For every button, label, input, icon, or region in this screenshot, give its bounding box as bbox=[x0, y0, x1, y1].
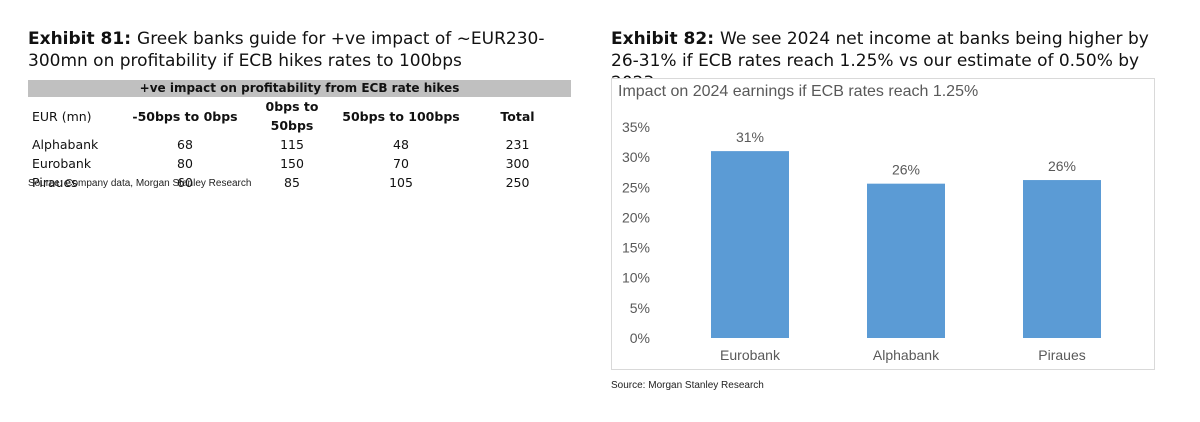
table-cell-bank: Alphabank bbox=[32, 137, 99, 152]
table-cell-total: 300 bbox=[505, 156, 530, 171]
table-cell: 70 bbox=[393, 156, 409, 171]
impact-table: EUR (mn) -50bps to 0bps 0bps to 50bps 50… bbox=[28, 97, 571, 192]
exhibit-81-title: Exhibit 81: Greek banks guide for +ve imp… bbox=[28, 28, 588, 72]
x-category-label: Eurobank bbox=[720, 347, 781, 363]
impact-table-container: +ve impact on profitability from ECB rat… bbox=[28, 80, 571, 192]
table-band-header: +ve impact on profitability from ECB rat… bbox=[28, 80, 571, 97]
table-cell-total: 231 bbox=[505, 137, 530, 152]
x-category-label: Piraues bbox=[1038, 347, 1085, 363]
bar-data-label: 26% bbox=[1048, 158, 1076, 174]
y-tick-label: 5% bbox=[630, 300, 650, 316]
y-tick-label: 35% bbox=[622, 119, 650, 135]
exhibit-81-label: Exhibit 81: bbox=[28, 29, 132, 49]
y-tick-label: 25% bbox=[622, 179, 650, 195]
table-cell: 60 bbox=[177, 175, 193, 190]
y-tick-label: 0% bbox=[630, 330, 650, 346]
exhibit-82-source: Source: Morgan Stanley Research bbox=[611, 380, 764, 391]
table-cell: 105 bbox=[389, 175, 413, 190]
table-cell: 48 bbox=[393, 137, 409, 152]
table-cell-bank: Piraues bbox=[32, 175, 78, 190]
exhibit-81-text: Greek banks guide for +ve impact of ~EUR… bbox=[28, 29, 545, 71]
bar-data-label: 26% bbox=[892, 162, 920, 178]
bar-chart-svg: 0% 5% 10% 15% 20% 25% 30% 35% 31% Eurobank 26% Alph… bbox=[622, 119, 1101, 363]
table-cell: 80 bbox=[177, 156, 193, 171]
exhibit-81-source: Source: Company data, Morgan Stanley Res… bbox=[28, 178, 252, 189]
exhibit-82-label: Exhibit 82: bbox=[611, 29, 715, 49]
y-tick-label: 10% bbox=[622, 270, 650, 286]
table-cell-bank: Eurobank bbox=[32, 156, 92, 171]
table-cell: 150 bbox=[280, 156, 304, 171]
table-cell: 68 bbox=[177, 137, 193, 152]
table-row: Eurobank 80 150 70 300 bbox=[28, 154, 571, 173]
table-row: Alphabank 68 115 48 231 bbox=[28, 135, 571, 154]
bar-alphabank bbox=[867, 183, 945, 338]
table-row: Piraues 60 85 105 250 bbox=[28, 173, 571, 192]
table-header-neg50-0: -50bps to 0bps bbox=[132, 108, 238, 124]
table-header-0-50: 0bps to 50bps bbox=[265, 99, 319, 133]
table-header-unit: EUR (mn) bbox=[32, 108, 92, 124]
table-cell-total: 250 bbox=[505, 175, 530, 190]
y-tick-label: 20% bbox=[622, 209, 650, 225]
table-header-50-100: 50bps to 100bps bbox=[342, 108, 460, 124]
table-header-total: Total bbox=[500, 108, 535, 124]
table-cell: 115 bbox=[280, 137, 304, 152]
y-tick-label: 30% bbox=[622, 149, 650, 165]
y-tick-label: 15% bbox=[622, 240, 650, 256]
bar-data-label: 31% bbox=[736, 129, 764, 145]
bar-eurobank bbox=[711, 151, 789, 338]
table-cell: 85 bbox=[284, 175, 300, 190]
chart-title: Impact on 2024 earnings if ECB rates rea… bbox=[618, 83, 979, 100]
earnings-impact-chart: Impact on 2024 earnings if ECB rates rea… bbox=[611, 78, 1155, 370]
bar-piraues bbox=[1023, 180, 1101, 338]
x-category-label: Alphabank bbox=[873, 347, 940, 363]
table-header-row: EUR (mn) -50bps to 0bps 0bps to 50bps 50… bbox=[28, 97, 571, 135]
